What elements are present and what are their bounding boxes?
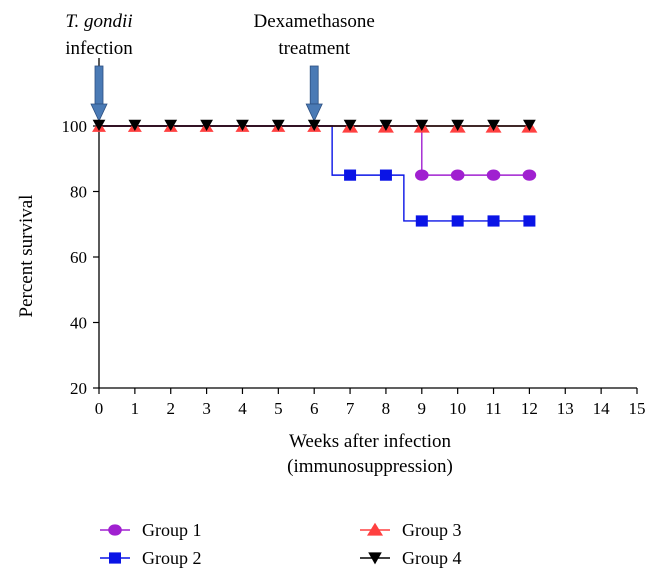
y-tick-label: 80 bbox=[70, 183, 87, 202]
legend-label: Group 3 bbox=[402, 520, 462, 540]
x-tick-label: 13 bbox=[557, 399, 574, 418]
x-tick-label: 10 bbox=[449, 399, 466, 418]
x-tick-label: 7 bbox=[346, 399, 355, 418]
legend-item: Group 4 bbox=[360, 548, 462, 568]
x-axis-title: Weeks after infection bbox=[289, 431, 452, 452]
data-point bbox=[92, 119, 106, 131]
arrow-head-icon bbox=[90, 103, 108, 122]
arrow-shaft bbox=[309, 65, 319, 105]
data-point bbox=[486, 169, 501, 181]
annotation-line1: Dexamethasone bbox=[254, 11, 375, 32]
series-line bbox=[99, 125, 530, 222]
data-point bbox=[344, 169, 357, 181]
legend: Group 1 Group 2 Group 3 Group 4 bbox=[100, 520, 462, 568]
data-point bbox=[450, 169, 465, 181]
y-tick-label: 60 bbox=[70, 248, 87, 267]
data-point bbox=[415, 215, 428, 227]
x-axis-subtitle: (immunosuppression) bbox=[287, 456, 453, 477]
series-lines bbox=[99, 125, 530, 222]
legend-label: Group 1 bbox=[142, 520, 202, 540]
legend-item: Group 1 bbox=[100, 520, 202, 540]
annotations: T. gondii infection Dexamethasone treatment bbox=[65, 11, 375, 122]
data-point bbox=[451, 215, 464, 227]
x-tick-label: 9 bbox=[418, 399, 427, 418]
legend-item: Group 2 bbox=[100, 548, 202, 568]
annotation-line2: treatment bbox=[278, 38, 350, 59]
data-point bbox=[128, 119, 142, 131]
data-point bbox=[271, 119, 285, 131]
x-tick-label: 5 bbox=[274, 399, 283, 418]
legend-marker-icon bbox=[368, 552, 382, 565]
data-point bbox=[379, 169, 392, 181]
data-point bbox=[307, 119, 321, 131]
annotation-line1: T. gondii bbox=[65, 11, 132, 32]
x-tick-label: 6 bbox=[310, 399, 319, 418]
data-point bbox=[487, 215, 500, 227]
x-tick-label: 0 bbox=[95, 399, 104, 418]
x-tick-label: 4 bbox=[238, 399, 247, 418]
x-tick-label: 14 bbox=[593, 399, 611, 418]
x-tick-label: 11 bbox=[485, 399, 501, 418]
x-tick-label: 8 bbox=[382, 399, 391, 418]
data-point bbox=[164, 119, 178, 131]
x-tick-label: 12 bbox=[521, 399, 538, 418]
y-axis-title: Percent survival bbox=[16, 195, 37, 318]
data-point bbox=[379, 119, 393, 131]
arrow-head-icon bbox=[305, 103, 323, 122]
data-point bbox=[415, 169, 429, 181]
legend-item: Group 3 bbox=[360, 520, 462, 540]
data-point bbox=[415, 119, 429, 131]
x-tick-label: 2 bbox=[166, 399, 175, 418]
legend-label: Group 2 bbox=[142, 548, 202, 568]
data-point bbox=[487, 119, 500, 131]
data-point bbox=[522, 169, 537, 181]
x-tick-label: 15 bbox=[629, 399, 646, 418]
legend-marker-icon bbox=[108, 524, 122, 536]
data-point bbox=[343, 119, 357, 131]
y-tick-label: 40 bbox=[70, 314, 87, 333]
arrow-shaft bbox=[94, 65, 104, 105]
series-markers bbox=[92, 119, 538, 227]
data-point bbox=[523, 215, 536, 227]
series-line bbox=[99, 125, 530, 176]
data-point bbox=[451, 119, 465, 131]
legend-marker-icon bbox=[109, 552, 121, 564]
data-point bbox=[200, 119, 213, 131]
legend-marker-icon bbox=[367, 522, 383, 536]
legend-label: Group 4 bbox=[402, 548, 462, 568]
y-tick-label: 100 bbox=[62, 117, 88, 136]
data-point bbox=[523, 119, 536, 131]
x-tick-label: 3 bbox=[202, 399, 211, 418]
y-tick-label: 20 bbox=[70, 379, 87, 398]
annotation-line2: infection bbox=[65, 38, 133, 59]
x-tick-label: 1 bbox=[131, 399, 140, 418]
data-point bbox=[236, 119, 249, 131]
